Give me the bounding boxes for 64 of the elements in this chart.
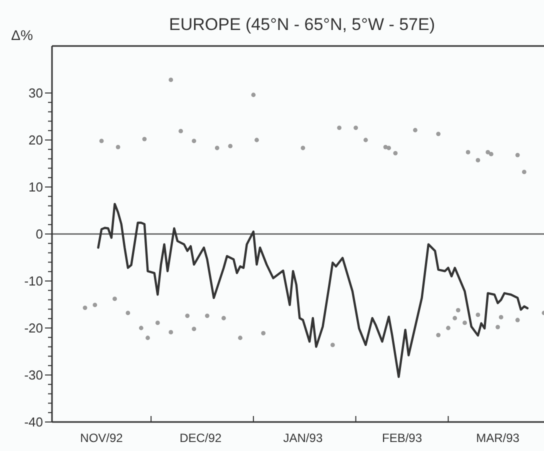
point: [192, 138, 196, 144]
point: [138, 326, 144, 330]
point: [330, 342, 335, 348]
point: [498, 314, 504, 320]
point: [92, 302, 98, 308]
point: [185, 314, 190, 318]
point: [337, 126, 342, 130]
point: [446, 326, 450, 330]
point: [146, 336, 150, 340]
point: [386, 146, 392, 150]
point: [476, 158, 480, 162]
point: [300, 146, 306, 150]
point: [363, 138, 368, 142]
point: [192, 326, 196, 332]
point: [222, 316, 226, 320]
x-tick-label: NOV/92: [80, 431, 124, 445]
x-tick-label: JAN/93: [283, 431, 323, 445]
point: [251, 92, 256, 98]
point: [214, 146, 220, 150]
y-axis-title: Δ%: [11, 27, 33, 43]
point: [452, 316, 458, 320]
y-tick-label: 20: [28, 132, 43, 148]
x-tick-label: FEB/93: [382, 431, 422, 445]
point: [488, 152, 494, 156]
point: [155, 320, 160, 326]
point: [486, 150, 490, 154]
x-tick-label: MAR/93: [476, 431, 520, 445]
point: [456, 308, 460, 312]
point: [436, 132, 441, 136]
y-tick-label: -10: [24, 274, 43, 289]
point: [142, 136, 147, 142]
y-tick-label: -20: [24, 320, 43, 336]
y-tick-label: -40: [24, 414, 43, 430]
point: [261, 330, 266, 336]
y-tick-label: 0: [36, 226, 43, 242]
point: [413, 128, 418, 132]
point: [116, 144, 120, 150]
point: [168, 330, 174, 334]
y-tick-label: 10: [28, 180, 43, 195]
point: [168, 78, 174, 82]
point: [476, 312, 480, 318]
point: [515, 152, 520, 158]
y-tick-label: -30: [24, 368, 43, 383]
y-tick-label: 30: [28, 86, 43, 101]
point: [99, 138, 104, 144]
line-series: [97, 202, 529, 378]
point: [436, 332, 441, 338]
x-tick-label: DEC/92: [180, 431, 222, 445]
point: [204, 314, 210, 318]
point: [393, 150, 398, 156]
point: [466, 150, 470, 154]
point: [254, 138, 259, 142]
point: [82, 306, 88, 310]
chart-title: EUROPE (45°N - 65°N, 5°W - 57E): [168, 15, 436, 34]
point: [228, 144, 233, 148]
point: [126, 310, 130, 316]
point: [522, 170, 526, 174]
point: [496, 324, 500, 330]
point: [462, 320, 467, 326]
point: [178, 128, 183, 134]
point: [354, 126, 358, 130]
point: [238, 336, 242, 340]
point: [112, 296, 117, 302]
point: [515, 318, 520, 322]
